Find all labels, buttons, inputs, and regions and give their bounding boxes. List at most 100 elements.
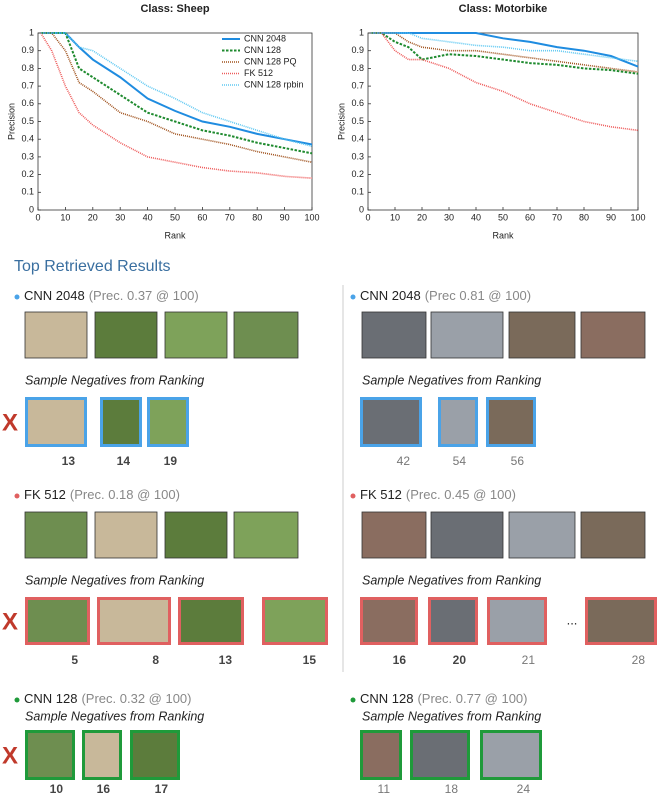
legend-label: CNN 2048 — [244, 33, 286, 43]
sample-heading: Sample Negatives from Ranking — [362, 373, 541, 387]
x-tick-label: 90 — [606, 212, 616, 222]
y-tick-label: 0.3 — [21, 151, 34, 161]
negative-rank: 18 — [445, 782, 459, 796]
y-axis-label: Precision — [336, 103, 346, 140]
negative-rank: 11 — [378, 782, 391, 796]
negative-image — [360, 397, 422, 447]
method-name: FK 512 — [24, 487, 66, 502]
y-tick-label: 0 — [359, 204, 364, 214]
method-name: CNN 2048 — [24, 288, 85, 303]
ellipsis: ... — [567, 612, 578, 627]
negative-image — [82, 730, 122, 780]
retrieved-image — [361, 311, 427, 359]
method-label: CNN 2048 (Prec 0.81 @ 100) — [360, 288, 531, 303]
negative-image — [178, 597, 244, 645]
x-axis-label: Rank — [492, 230, 514, 240]
sample-heading: Sample Negatives from Ranking — [362, 573, 541, 587]
negative-image — [428, 597, 478, 645]
method-precision: (Prec. 0.18 @ 100) — [70, 487, 180, 502]
y-tick-label: 0.4 — [21, 134, 34, 144]
negative-image — [25, 730, 75, 780]
y-tick-label: 0.7 — [351, 80, 364, 90]
x-tick-label: 70 — [225, 212, 235, 222]
retrieved-image — [233, 311, 299, 359]
y-tick-label: 0.9 — [21, 45, 34, 55]
retrieved-image — [233, 511, 299, 559]
x-tick-label: 90 — [280, 212, 290, 222]
negative-rank: 8 — [152, 653, 159, 667]
x-tick-label: 10 — [390, 212, 400, 222]
x-axis-label: Rank — [164, 230, 186, 240]
x-tick-label: 40 — [143, 212, 153, 222]
series-line — [370, 32, 639, 75]
series-line — [40, 32, 313, 148]
x-tick-label: 50 — [498, 212, 508, 222]
negative-rank: 56 — [511, 454, 525, 468]
method-precision: (Prec. 0.45 @ 100) — [406, 487, 516, 502]
negative-rank: 21 — [522, 653, 536, 667]
section-title: Top Retrieved Results — [14, 258, 171, 275]
y-tick-label: 0.3 — [351, 151, 364, 161]
method-precision: (Prec. 0.37 @ 100) — [89, 288, 199, 303]
legend-label: CNN 128 rpbin — [244, 79, 304, 89]
x-tick-label: 0 — [35, 212, 40, 222]
method-precision: (Prec. 0.32 @ 100) — [81, 691, 191, 706]
negative-rank: 13 — [62, 454, 76, 468]
y-tick-label: 1 — [29, 27, 34, 37]
negative-rank: 5 — [71, 653, 78, 667]
method-name: CNN 128 — [24, 691, 77, 706]
retrieved-image — [508, 511, 576, 559]
negative-image — [480, 730, 542, 780]
sample-heading: Sample Negatives from Ranking — [362, 709, 541, 723]
x-tick-label: 60 — [525, 212, 535, 222]
method-precision: (Prec. 0.77 @ 100) — [417, 691, 527, 706]
negative-rank: 19 — [164, 454, 178, 468]
negative-marker: X — [2, 409, 18, 436]
negative-rank: 54 — [453, 454, 467, 468]
negative-image — [487, 597, 547, 645]
y-tick-label: 0.5 — [21, 116, 34, 126]
method-name: FK 512 — [360, 487, 402, 502]
negative-image — [97, 597, 171, 645]
method-label: FK 512 (Prec. 0.18 @ 100) — [24, 487, 180, 502]
negative-rank: 28 — [632, 653, 646, 667]
negative-image — [360, 730, 402, 780]
method-dot — [14, 493, 20, 499]
negative-image — [438, 397, 478, 447]
sample-heading: Sample Negatives from Ranking — [25, 573, 204, 587]
negative-image — [25, 597, 90, 645]
method-label: FK 512 (Prec. 0.45 @ 100) — [360, 487, 516, 502]
y-tick-label: 0.5 — [351, 116, 364, 126]
retrieved-image — [580, 511, 646, 559]
y-tick-label: 0 — [29, 204, 34, 214]
retrieved-image — [94, 311, 158, 359]
y-tick-label: 0.9 — [351, 45, 364, 55]
negative-rank: 13 — [219, 653, 233, 667]
x-tick-label: 100 — [630, 212, 645, 222]
y-tick-label: 0.1 — [351, 187, 364, 197]
y-tick-label: 1 — [359, 27, 364, 37]
x-tick-label: 0 — [365, 212, 370, 222]
negative-image — [486, 397, 536, 447]
y-axis-label: Precision — [6, 103, 16, 140]
retrieved-image — [164, 311, 228, 359]
x-tick-label: 10 — [60, 212, 70, 222]
sample-heading: Sample Negatives from Ranking — [25, 709, 204, 723]
negative-image — [147, 397, 189, 447]
legend-label: FK 512 — [244, 68, 273, 78]
chart-title: Class: Motorbike — [459, 3, 548, 15]
negative-image — [410, 730, 470, 780]
x-tick-label: 30 — [115, 212, 125, 222]
retrieved-image — [164, 511, 228, 559]
x-tick-label: 20 — [88, 212, 98, 222]
negative-rank: 42 — [397, 454, 411, 468]
method-name: CNN 2048 — [360, 288, 421, 303]
method-dot — [14, 294, 20, 300]
y-tick-label: 0.6 — [351, 98, 364, 108]
negative-rank: 10 — [50, 782, 64, 796]
retrieved-image — [24, 311, 88, 359]
series-line — [40, 32, 313, 179]
y-tick-label: 0.1 — [21, 187, 34, 197]
y-tick-label: 0.2 — [21, 169, 34, 179]
